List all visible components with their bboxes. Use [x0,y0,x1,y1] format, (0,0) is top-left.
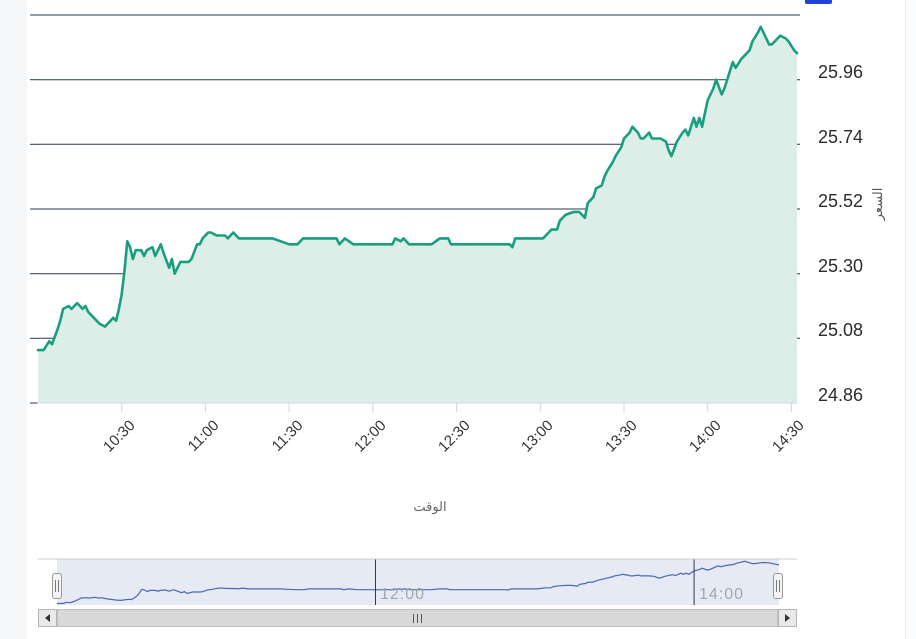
arrow-right-icon [785,614,790,622]
scrollbar-right-button[interactable] [778,609,797,627]
y-axis-label: 25.08 [818,320,864,340]
navigator-mask[interactable] [57,559,779,605]
navigator-axis-label: 14:00 [699,586,745,603]
scrollbar-rifles-icon [417,613,418,623]
scrollbar-left-button[interactable] [38,609,57,627]
handle-grip-icon [776,580,777,592]
y-axis-title: السعر [870,187,885,221]
navigator-series-line [57,560,780,605]
y-axis-label: 24.86 [818,385,864,405]
handle-grip-icon [55,580,56,592]
scrollbar-rifles-icon [413,613,414,623]
y-axis-label: 25.96 [818,62,864,82]
arrow-left-icon [45,614,50,622]
price-area-fill [38,26,797,404]
x-axis-title: الوقت [413,499,447,514]
y-axis-label: 25.74 [818,127,864,147]
scrollbar-thumb[interactable] [57,609,778,627]
navigator-axis-label: 12:00 [380,586,426,603]
price-line [36,25,799,352]
handle-grip-icon [58,580,59,592]
navigator-handle-right[interactable] [773,573,783,599]
partial-blue-button-fragment[interactable] [805,0,832,4]
handle-grip-icon [779,580,780,592]
navigator-handle-left[interactable] [52,573,62,599]
page-left-margin [0,0,27,639]
page-right-gutter [905,0,916,639]
scrollbar-rifles-icon [421,613,422,623]
y-axis-label: 25.30 [818,256,864,276]
y-axis-label: 25.52 [818,191,864,211]
